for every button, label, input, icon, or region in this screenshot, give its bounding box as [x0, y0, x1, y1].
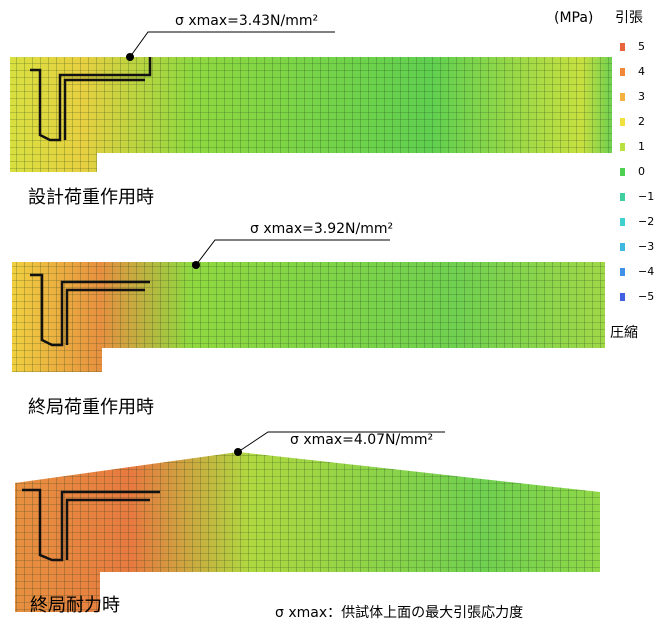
legend-swatch: [620, 218, 625, 226]
panel-label: 設計荷重作用時: [28, 187, 154, 208]
legend-swatch: [620, 293, 625, 301]
legend-swatch: [620, 93, 625, 101]
legend-swatch: [620, 68, 625, 76]
annotation: σ xmax=4.07N/mm²: [290, 432, 433, 448]
legend-swatch: [620, 268, 625, 276]
legend: 5 4 3 2 1 0 −1 −2 −3 −4 −5: [620, 40, 654, 303]
legend-tick: −5: [638, 290, 654, 303]
contour-panel: [12, 240, 605, 372]
legend-swatch: [620, 143, 625, 151]
contour-panel: [15, 432, 600, 612]
legend-swatch: [620, 118, 625, 126]
legend-tick: 4: [638, 65, 645, 78]
legend-tick: −3: [638, 240, 654, 253]
note: σ xmax：供試体上面の最大引張応力度: [275, 605, 523, 621]
legend-tension: 引張: [615, 10, 643, 26]
figure: σ xmax=3.43N/mm² 設計荷重作用時 σ xmax=3.92N/mm…: [0, 0, 663, 628]
annotation: σ xmax=3.43N/mm²: [175, 13, 318, 29]
legend-tick: −1: [638, 190, 654, 203]
legend-compression: 圧縮: [610, 325, 638, 341]
panel-label: 終局耐力時: [30, 595, 120, 616]
legend-tick: −2: [638, 215, 654, 228]
legend-swatch: [620, 168, 625, 176]
legend-tick: 2: [638, 115, 645, 128]
legend-tick: 0: [638, 165, 645, 178]
legend-tick: 5: [638, 40, 645, 53]
legend-swatch: [620, 193, 625, 201]
annotation: σ xmax=3.92N/mm²: [250, 221, 393, 237]
contour-panel: [10, 32, 612, 172]
panel-label: 終局荷重作用時: [28, 397, 154, 418]
legend-tick: 1: [638, 140, 645, 153]
legend-swatch: [620, 43, 625, 51]
legend-tick: −4: [638, 265, 654, 278]
legend-tick: 3: [638, 90, 645, 103]
legend-unit: (MPa): [554, 10, 593, 26]
legend-swatch: [620, 243, 625, 251]
